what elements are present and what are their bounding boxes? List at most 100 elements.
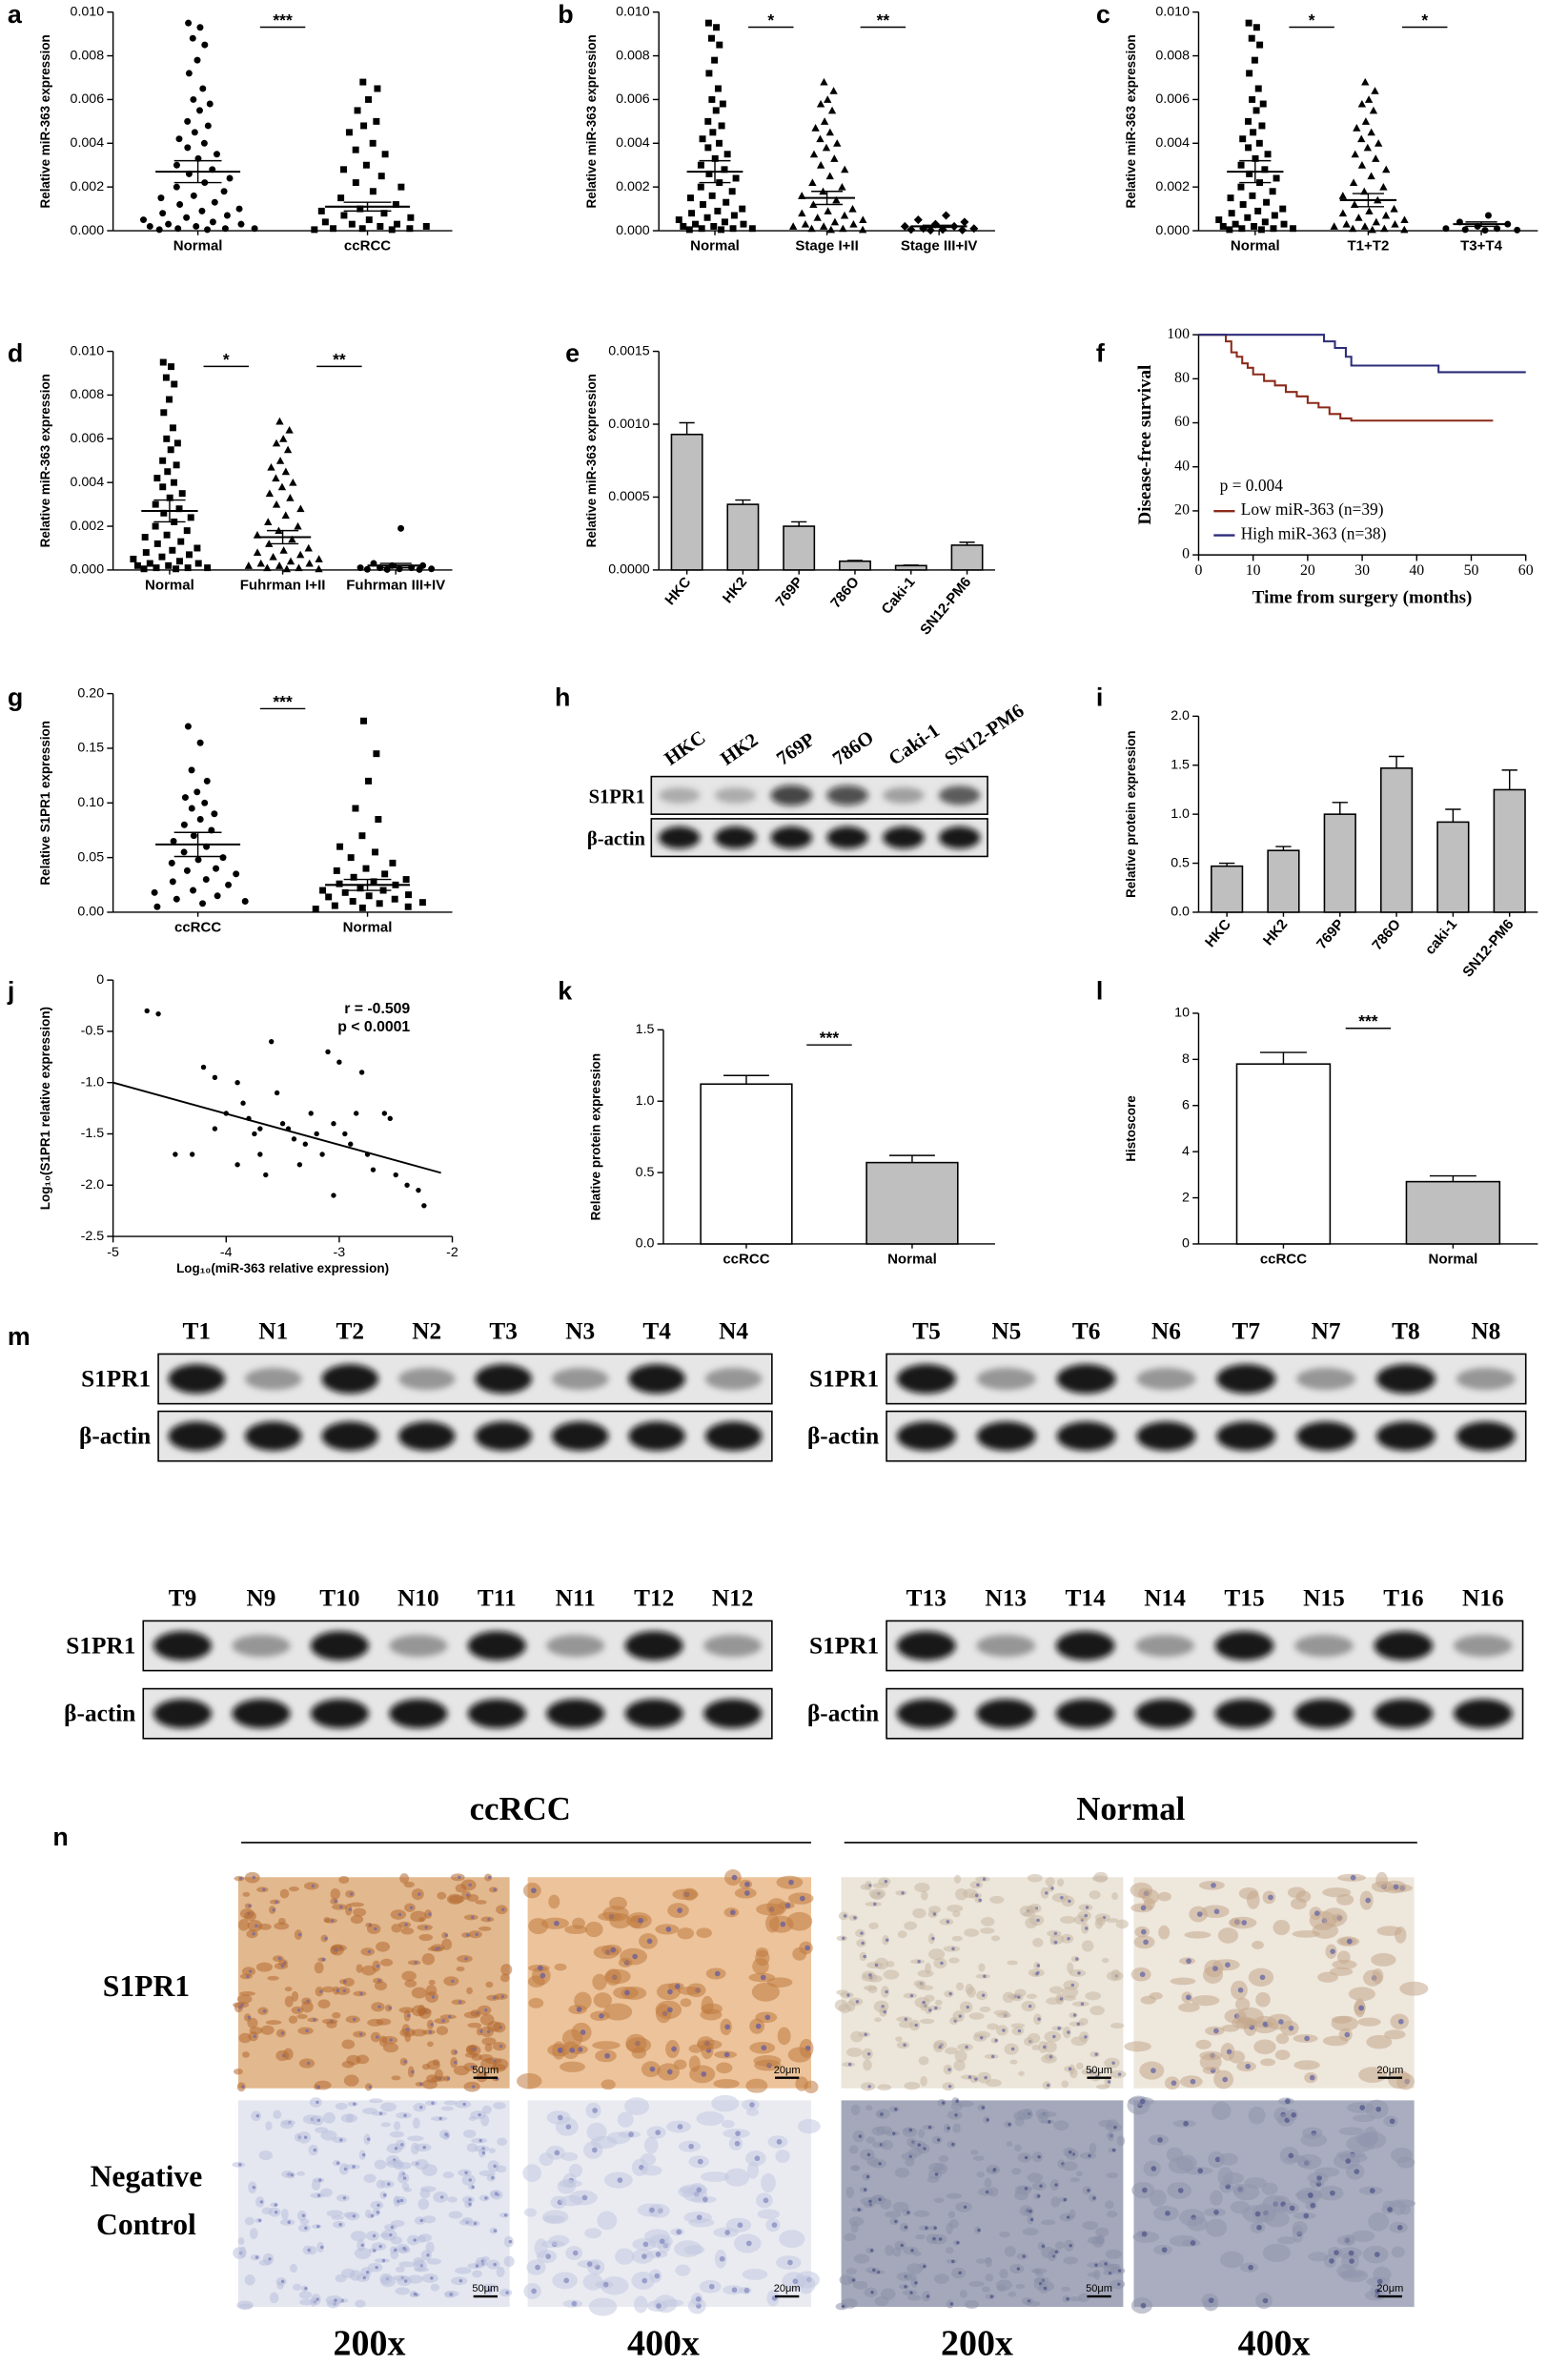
- cell: [696, 1927, 712, 1939]
- data-point: [214, 151, 220, 158]
- cell: [980, 1927, 995, 1934]
- data-point: [282, 564, 292, 573]
- data-point: [194, 560, 202, 567]
- cell: [1205, 2218, 1228, 2237]
- x-tick-label: 769P: [1313, 916, 1348, 952]
- cell: [920, 2018, 935, 2025]
- data-point: [1442, 225, 1450, 233]
- data-point: [342, 1131, 348, 1137]
- data-point: [269, 552, 277, 561]
- blot-band: [232, 1699, 291, 1729]
- cell: [761, 2172, 776, 2193]
- data-point: [397, 524, 405, 532]
- nucleus: [1288, 2152, 1294, 2159]
- cell: [722, 2119, 735, 2129]
- nucleus: [1225, 1962, 1231, 1968]
- data-point: [1382, 165, 1391, 173]
- nucleus: [1043, 2286, 1048, 2291]
- cell: [1089, 2006, 1105, 2016]
- cell: [441, 1938, 453, 1950]
- nucleus: [866, 2152, 871, 2157]
- cell: [946, 2192, 963, 2199]
- cell: [845, 2048, 863, 2057]
- cell: [239, 2246, 247, 2258]
- data-point: [234, 1080, 240, 1086]
- data-point: [859, 215, 867, 224]
- data-point: [166, 494, 173, 501]
- lane-label: T4: [642, 1318, 671, 1345]
- nucleus: [665, 1927, 672, 1932]
- bar: [894, 564, 927, 571]
- data-point: [175, 505, 183, 513]
- nucleus: [865, 2174, 870, 2179]
- data-point: [824, 95, 832, 103]
- blot-band: [1296, 1421, 1356, 1451]
- data-point: [833, 139, 842, 147]
- nucleus: [723, 2051, 730, 2058]
- data-point: [1367, 128, 1375, 136]
- cell: [314, 1962, 324, 1974]
- cell: [907, 2148, 923, 2157]
- data-point: [186, 551, 193, 559]
- x-axis-label: Time from surgery (months): [1252, 588, 1473, 608]
- data-point: [416, 1187, 421, 1193]
- nucleus: [926, 2294, 930, 2298]
- data-point: [1259, 100, 1267, 108]
- cell: [481, 2283, 499, 2290]
- data-point: [184, 564, 192, 572]
- nucleus: [641, 2253, 647, 2259]
- cell: [1157, 1891, 1171, 1902]
- nucleus: [963, 2205, 967, 2210]
- cell: [757, 2209, 781, 2219]
- row-label: S1PR1: [589, 786, 645, 807]
- row-label: β-actin: [64, 1701, 135, 1727]
- data-point: [170, 837, 177, 845]
- data-point: [1251, 56, 1258, 64]
- data-point: [183, 866, 191, 874]
- nucleus: [458, 2279, 463, 2283]
- nucleus: [531, 2288, 537, 2294]
- cell: [234, 2068, 243, 2075]
- cell: [299, 2298, 314, 2306]
- cell: [559, 2179, 582, 2188]
- x-tick-label: 30: [1354, 562, 1370, 579]
- nucleus: [1036, 1918, 1040, 1923]
- lane-label: N16: [1462, 1585, 1504, 1612]
- data-point: [169, 878, 176, 886]
- cell: [1371, 1952, 1396, 1967]
- blot-band: [976, 1421, 1036, 1451]
- nucleus: [465, 1933, 470, 1937]
- nucleus: [914, 2281, 918, 2285]
- data-point: [304, 543, 313, 552]
- lane-label: 769P: [773, 729, 819, 770]
- cell: [437, 1891, 447, 1900]
- nucleus: [931, 1936, 935, 1941]
- data-point: [358, 832, 366, 840]
- data-point: [314, 1131, 319, 1137]
- nucleus: [339, 1905, 343, 1909]
- cell: [421, 1953, 436, 1966]
- data-point: [381, 870, 389, 878]
- error-bar: [1501, 769, 1517, 790]
- data-point: [240, 1100, 246, 1106]
- cell: [851, 2165, 861, 2171]
- y-tick-label: 1.5: [1171, 758, 1190, 773]
- x-tick-label: 20: [1300, 562, 1315, 579]
- nucleus: [885, 1938, 889, 1942]
- nucleus: [1245, 2063, 1252, 2069]
- cell: [753, 2055, 782, 2067]
- data-point: [336, 843, 344, 850]
- nucleus: [389, 2038, 393, 2042]
- data-point: [190, 832, 197, 840]
- cell: [292, 2283, 302, 2291]
- nucleus: [655, 2251, 662, 2257]
- error-bar: [173, 831, 222, 858]
- nucleus: [493, 2262, 497, 2267]
- error-bar: [1332, 802, 1348, 815]
- data-point: [704, 117, 712, 125]
- cell: [677, 1927, 695, 1940]
- cell: [455, 2267, 472, 2274]
- nucleus: [454, 2060, 458, 2065]
- nucleus: [659, 2238, 665, 2245]
- data-point: [428, 565, 436, 573]
